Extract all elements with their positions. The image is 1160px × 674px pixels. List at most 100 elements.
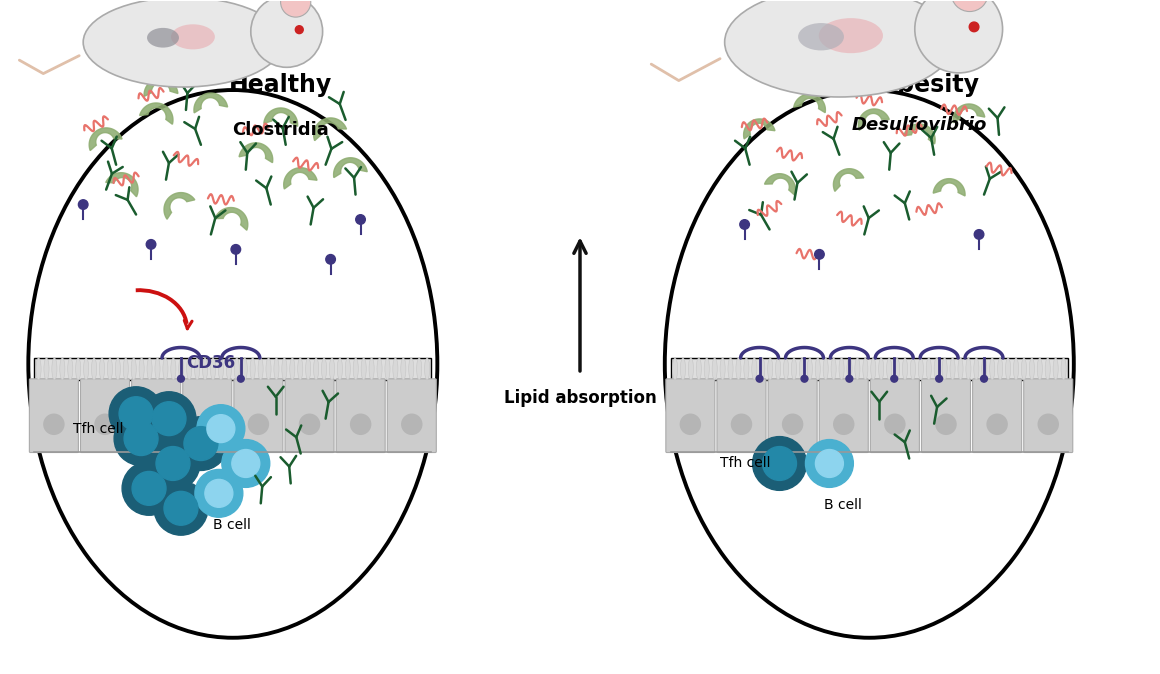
Polygon shape <box>954 104 985 123</box>
Ellipse shape <box>44 358 49 380</box>
FancyBboxPatch shape <box>80 379 130 452</box>
Ellipse shape <box>760 358 764 380</box>
Text: B cell: B cell <box>825 498 862 512</box>
Polygon shape <box>744 119 775 139</box>
Ellipse shape <box>131 358 136 380</box>
Circle shape <box>132 471 166 506</box>
Ellipse shape <box>248 414 269 435</box>
Ellipse shape <box>36 358 41 380</box>
Circle shape <box>238 375 245 382</box>
Circle shape <box>936 375 943 382</box>
Circle shape <box>124 422 158 456</box>
Circle shape <box>197 404 245 452</box>
Circle shape <box>846 375 853 382</box>
Ellipse shape <box>171 24 215 49</box>
FancyBboxPatch shape <box>670 358 1067 380</box>
Circle shape <box>122 462 176 515</box>
FancyBboxPatch shape <box>29 379 79 452</box>
Circle shape <box>740 220 749 229</box>
Circle shape <box>114 412 168 466</box>
Circle shape <box>177 375 184 382</box>
Ellipse shape <box>94 414 116 435</box>
Ellipse shape <box>274 358 280 380</box>
Text: B cell: B cell <box>213 518 251 532</box>
Ellipse shape <box>305 358 311 380</box>
Ellipse shape <box>1037 414 1059 435</box>
Circle shape <box>251 0 322 67</box>
Ellipse shape <box>353 358 358 380</box>
Ellipse shape <box>377 358 382 380</box>
Ellipse shape <box>871 358 876 380</box>
Ellipse shape <box>299 414 320 435</box>
Circle shape <box>206 415 234 443</box>
Circle shape <box>195 470 242 517</box>
Ellipse shape <box>242 358 247 380</box>
Ellipse shape <box>807 358 812 380</box>
FancyBboxPatch shape <box>1024 379 1073 452</box>
Ellipse shape <box>884 414 906 435</box>
Ellipse shape <box>195 358 200 380</box>
Polygon shape <box>313 118 347 141</box>
Circle shape <box>762 447 797 481</box>
Ellipse shape <box>1022 358 1027 380</box>
Ellipse shape <box>688 358 694 380</box>
Circle shape <box>753 437 806 491</box>
Ellipse shape <box>926 358 931 380</box>
Ellipse shape <box>819 18 883 53</box>
Ellipse shape <box>298 358 303 380</box>
Ellipse shape <box>401 414 422 435</box>
Ellipse shape <box>282 358 287 380</box>
Polygon shape <box>284 168 317 189</box>
Polygon shape <box>89 128 122 150</box>
Ellipse shape <box>935 414 957 435</box>
Ellipse shape <box>139 358 144 380</box>
Circle shape <box>802 375 807 382</box>
Ellipse shape <box>704 358 709 380</box>
Ellipse shape <box>878 358 884 380</box>
Ellipse shape <box>681 358 686 380</box>
Polygon shape <box>139 103 173 124</box>
Circle shape <box>756 375 763 382</box>
Ellipse shape <box>998 358 1002 380</box>
Ellipse shape <box>680 414 701 435</box>
FancyBboxPatch shape <box>717 379 766 452</box>
Text: Lipid absorption: Lipid absorption <box>503 389 657 407</box>
Ellipse shape <box>43 414 65 435</box>
Ellipse shape <box>84 0 283 87</box>
Text: Tfh cell: Tfh cell <box>719 456 770 470</box>
Circle shape <box>805 439 854 487</box>
FancyBboxPatch shape <box>666 379 715 452</box>
Text: CD36: CD36 <box>186 354 235 372</box>
Circle shape <box>980 375 987 382</box>
Ellipse shape <box>385 358 390 380</box>
Ellipse shape <box>665 90 1074 638</box>
FancyBboxPatch shape <box>768 379 817 452</box>
Ellipse shape <box>251 358 255 380</box>
Ellipse shape <box>1037 358 1043 380</box>
Ellipse shape <box>338 358 342 380</box>
Ellipse shape <box>847 358 853 380</box>
Ellipse shape <box>720 358 725 380</box>
FancyBboxPatch shape <box>183 379 232 452</box>
Ellipse shape <box>84 358 88 380</box>
Ellipse shape <box>179 358 183 380</box>
Circle shape <box>281 0 311 17</box>
Ellipse shape <box>115 358 121 380</box>
Ellipse shape <box>171 358 176 380</box>
Circle shape <box>232 450 260 477</box>
Ellipse shape <box>1014 358 1018 380</box>
Ellipse shape <box>989 358 995 380</box>
Ellipse shape <box>815 358 820 380</box>
Ellipse shape <box>266 358 271 380</box>
Ellipse shape <box>973 358 979 380</box>
Ellipse shape <box>1053 358 1058 380</box>
Polygon shape <box>334 158 368 178</box>
Circle shape <box>109 387 164 441</box>
Ellipse shape <box>313 358 319 380</box>
Ellipse shape <box>147 28 179 48</box>
Circle shape <box>155 447 190 481</box>
Ellipse shape <box>744 358 749 380</box>
Circle shape <box>146 239 155 249</box>
Ellipse shape <box>408 358 414 380</box>
Ellipse shape <box>290 358 295 380</box>
